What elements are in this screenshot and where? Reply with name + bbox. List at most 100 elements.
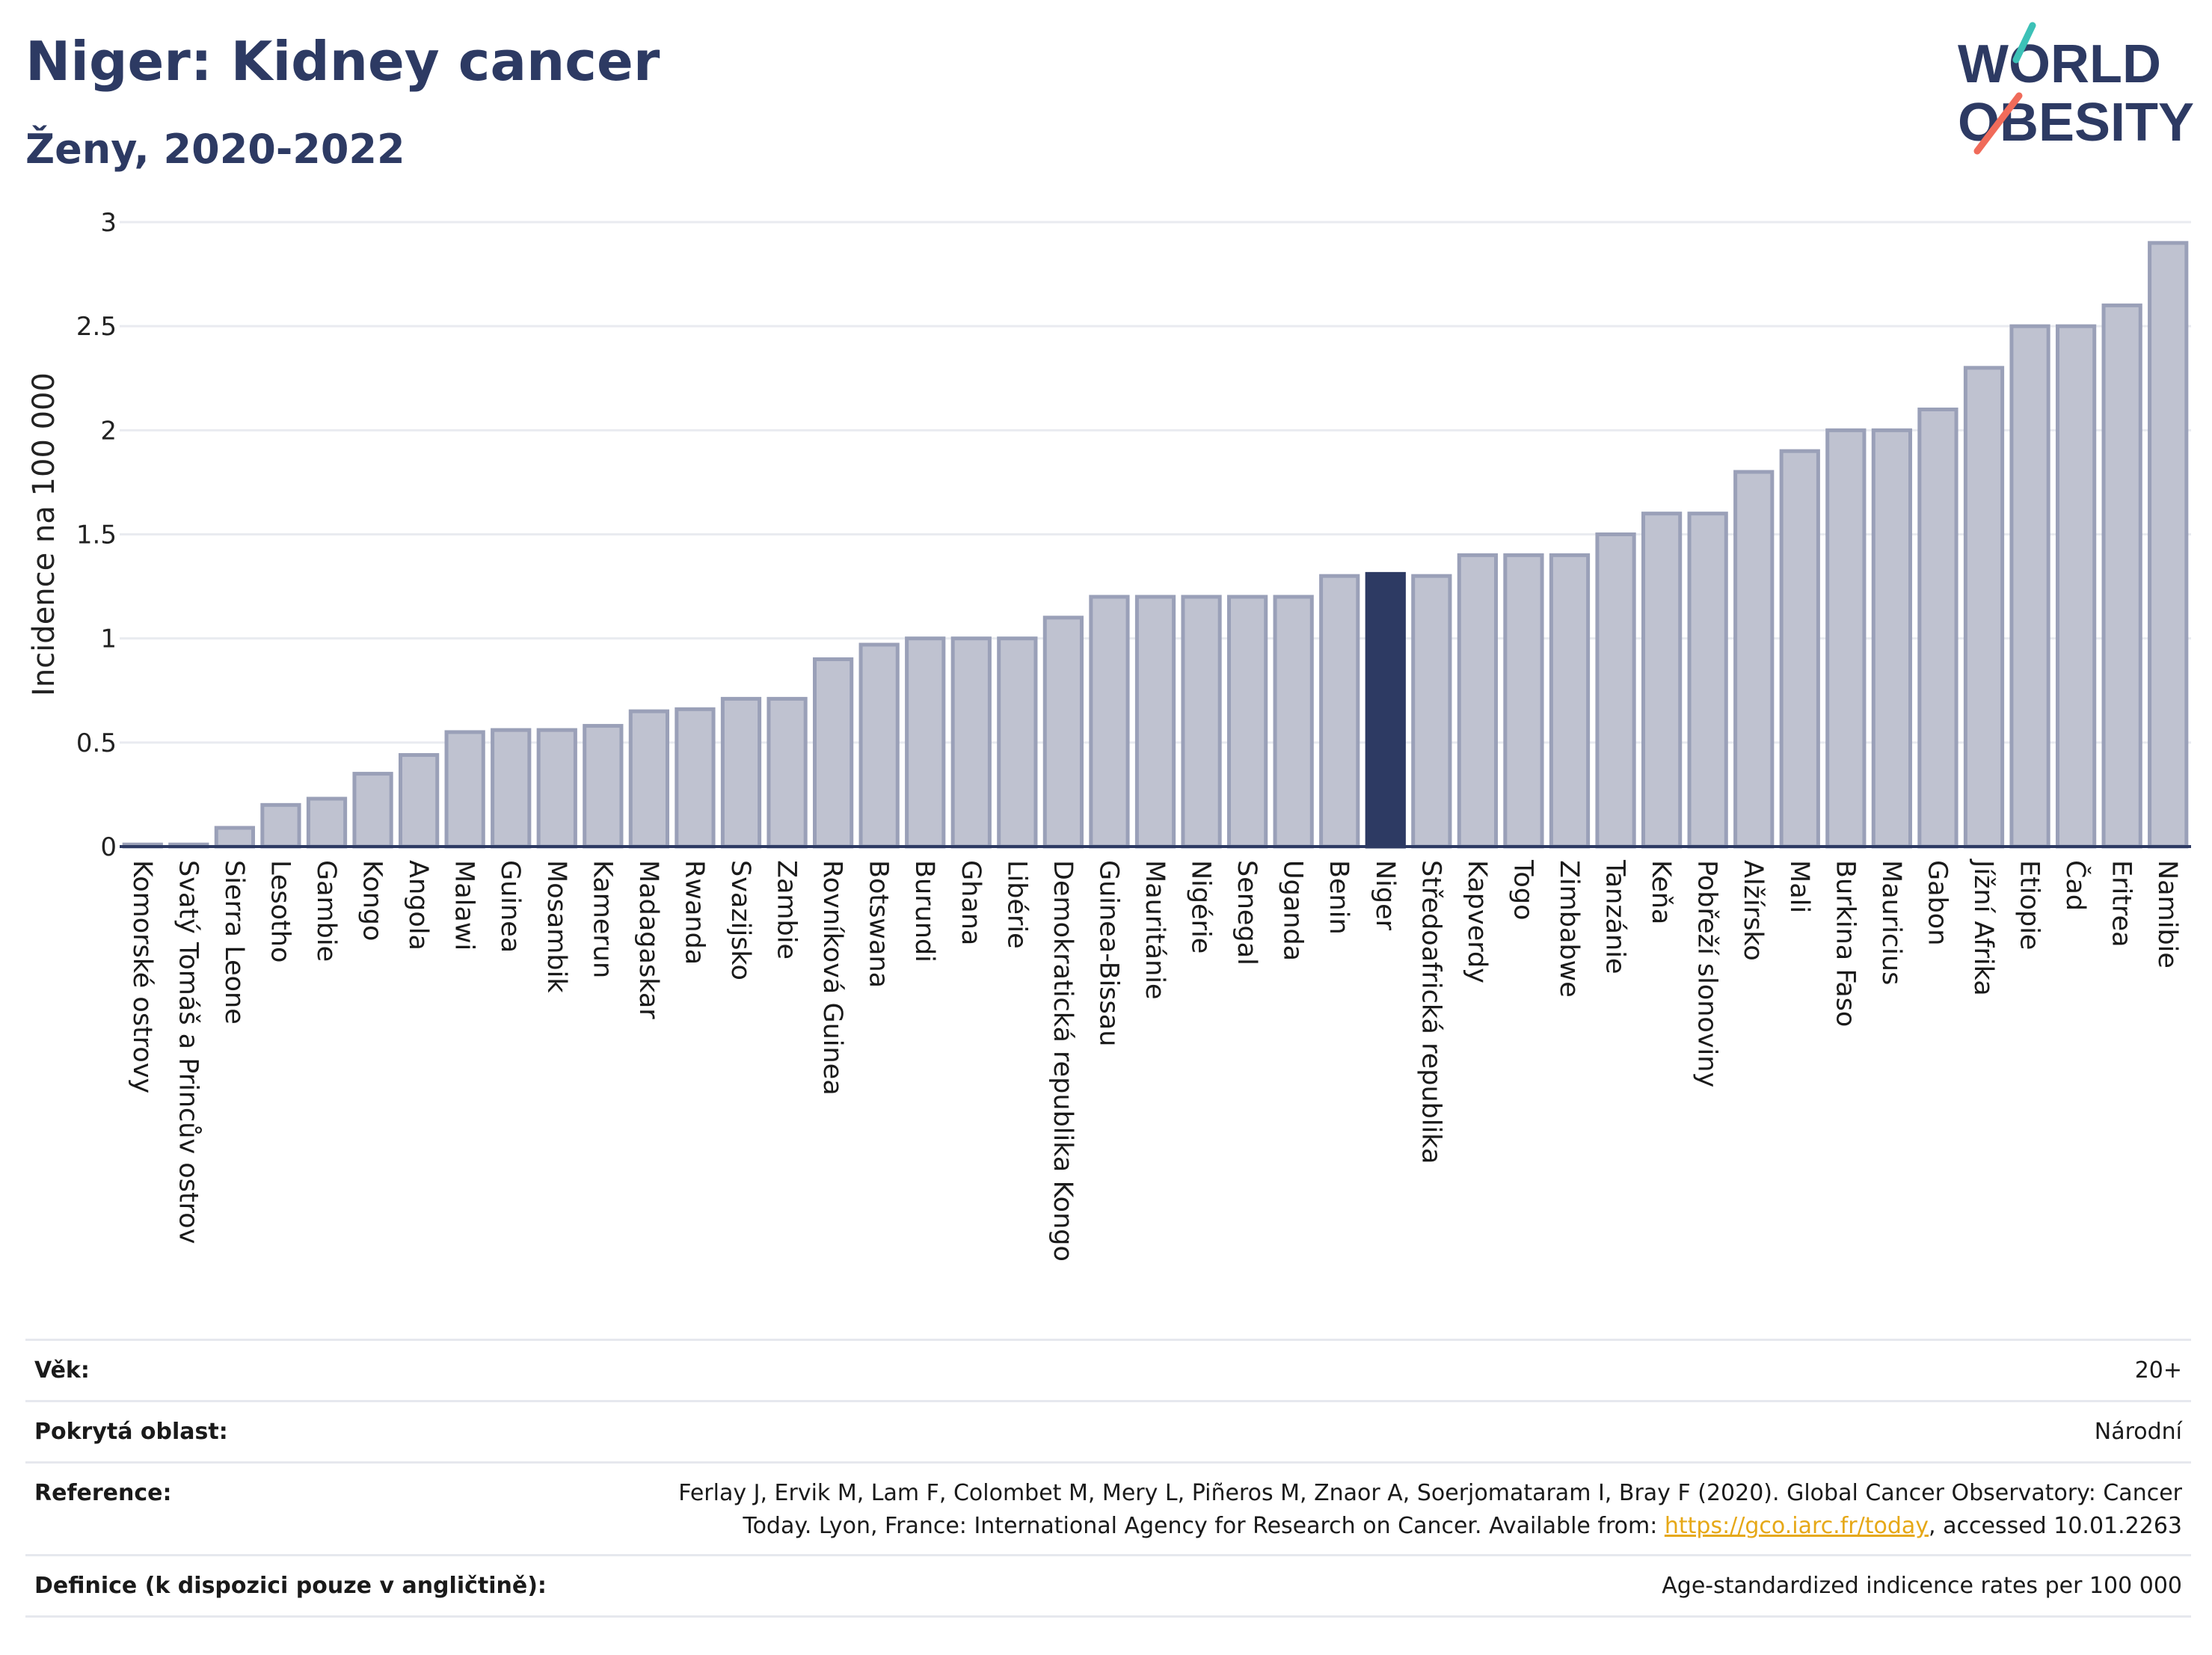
bar-37 bbox=[1825, 428, 1867, 849]
reference-line2-after: , accessed 10.01.2263 bbox=[1929, 1513, 2182, 1539]
x-tick-label: Namibie bbox=[2152, 860, 2182, 968]
chart-subtitle: Ženy, 2020-2022 bbox=[25, 126, 405, 173]
bar-4 bbox=[306, 796, 348, 849]
bar-23 bbox=[1181, 595, 1222, 849]
info-row-definition: Definice (k dispozici pouze v angličtině… bbox=[25, 1554, 2191, 1618]
x-tick-label: Eritrea bbox=[2107, 860, 2136, 948]
x-tick-label: Mosambik bbox=[541, 860, 571, 993]
x-tick-label: Svazijsko bbox=[725, 860, 755, 980]
bar-33 bbox=[1641, 512, 1683, 849]
x-tick-label: Malawi bbox=[449, 860, 479, 951]
bar-3 bbox=[260, 802, 301, 849]
bar-30 bbox=[1503, 553, 1544, 849]
x-tick-label: Středoafrická republika bbox=[1416, 860, 1446, 1164]
reference-link[interactable]: https://gco.iarc.fr/today bbox=[1664, 1513, 1929, 1539]
bar-44 bbox=[2148, 241, 2189, 849]
x-tick-label: Jížní Afrika bbox=[1968, 859, 1998, 996]
x-tick-label: Zimbabwe bbox=[1554, 860, 1584, 998]
bar-40 bbox=[1963, 366, 2005, 849]
x-tick-label: Ghana bbox=[956, 860, 986, 945]
bar-17 bbox=[905, 636, 946, 849]
x-tick-label: Etiopie bbox=[2015, 860, 2044, 950]
bar-12 bbox=[675, 707, 716, 849]
bar-34 bbox=[1687, 512, 1728, 849]
bar-8 bbox=[491, 728, 532, 849]
info-row-age: Věk: 20+ bbox=[25, 1339, 2191, 1401]
x-tick-label: Lesotho bbox=[265, 860, 295, 962]
bar-35 bbox=[1733, 470, 1775, 849]
world-obesity-logo: WORLD OBESITY bbox=[1958, 22, 2194, 155]
bar-41 bbox=[2009, 324, 2050, 849]
area-label: Pokrytá oblast: bbox=[25, 1400, 586, 1463]
x-tick-label: Rwanda bbox=[679, 860, 709, 965]
x-tick-label: Benin bbox=[1324, 860, 1354, 935]
bar-2 bbox=[214, 826, 256, 849]
bar-9 bbox=[536, 728, 577, 849]
bar-22 bbox=[1134, 595, 1176, 849]
bar-18 bbox=[950, 636, 992, 849]
bar-14 bbox=[766, 696, 808, 849]
bar-21 bbox=[1089, 595, 1130, 849]
y-tick-label: 1.5 bbox=[76, 521, 117, 550]
bar-31 bbox=[1549, 553, 1591, 849]
bar-19 bbox=[997, 636, 1038, 849]
x-tick-label: Alžírsko bbox=[1738, 860, 1768, 961]
bar-29 bbox=[1457, 553, 1499, 849]
x-tick-label: Burkina Faso bbox=[1830, 860, 1860, 1027]
info-table: Věk: 20+ Pokrytá oblast: Národní Referen… bbox=[25, 1339, 2191, 1618]
chart-title: Niger: Kidney cancer bbox=[25, 30, 660, 93]
bar-16 bbox=[858, 642, 900, 849]
x-tick-label: Madagaskar bbox=[633, 860, 663, 1019]
x-tick-label: Togo bbox=[1508, 859, 1537, 920]
y-tick-label: 0.5 bbox=[76, 728, 117, 758]
x-tick-label: Uganda bbox=[1278, 860, 1308, 961]
bar-20 bbox=[1042, 615, 1084, 849]
reference-line1: Ferlay J, Ervik M, Lam F, Colombet M, Me… bbox=[678, 1480, 2182, 1506]
logo-teal-stroke bbox=[2012, 22, 2036, 64]
info-row-reference: Reference: Ferlay J, Ervik M, Lam F, Col… bbox=[25, 1461, 2191, 1556]
y-tick-label: 0 bbox=[100, 832, 117, 862]
bar-11 bbox=[628, 709, 670, 849]
x-tick-label: Burundi bbox=[909, 860, 939, 962]
x-tick-label: Guinea-Bissau bbox=[1093, 860, 1123, 1046]
y-tick-label: 1 bbox=[100, 624, 117, 654]
bar-28 bbox=[1411, 574, 1452, 849]
bar-32 bbox=[1595, 532, 1636, 849]
age-label: Věk: bbox=[25, 1339, 586, 1401]
x-tick-label: Mali bbox=[1784, 860, 1814, 913]
logo-line1: WORLD bbox=[1958, 34, 2161, 94]
bar-25 bbox=[1273, 595, 1314, 849]
age-value: 20+ bbox=[585, 1339, 2191, 1401]
bar-10 bbox=[583, 724, 624, 849]
bar-26 bbox=[1319, 574, 1360, 849]
y-axis-title: Incidence na 100 000 bbox=[27, 372, 61, 696]
x-tick-label: Kongo bbox=[357, 860, 387, 941]
x-tick-label: Demokratická republika Kongo bbox=[1048, 860, 1078, 1262]
reference-line2: Today. Lyon, France: International Agenc… bbox=[594, 1510, 2182, 1543]
x-tick-label: Kapverdy bbox=[1462, 860, 1492, 983]
x-tick-label: Angola bbox=[403, 860, 433, 951]
x-tick-label: Botswana bbox=[864, 860, 894, 988]
x-tick-label: Nigérie bbox=[1186, 860, 1216, 954]
x-tick-label: Kamerun bbox=[587, 860, 617, 978]
x-tick-label: Pobřeží slonoviny bbox=[1692, 860, 1722, 1087]
bar-7 bbox=[444, 730, 485, 849]
bar-chart: 0 0.5 1 1.5 2 2.5 3 Incidence na 100 000 Komorsk… bbox=[27, 208, 2191, 1262]
x-tick-label: Sierra Leone bbox=[219, 860, 249, 1025]
bar-15 bbox=[812, 657, 854, 849]
x-tick-label: Zambie bbox=[772, 860, 802, 959]
bar-5 bbox=[352, 772, 393, 849]
logo-coral-stroke bbox=[1973, 92, 2023, 155]
x-tick-label: Niger bbox=[1370, 860, 1400, 931]
bar-39 bbox=[1917, 408, 1958, 849]
x-tick-label: Gabon bbox=[1922, 860, 1952, 945]
definition-value: Age-standardized indicence rates per 100… bbox=[585, 1554, 2191, 1618]
x-tick-label: Rovníková Guinea bbox=[817, 860, 847, 1096]
bar-24 bbox=[1226, 595, 1268, 849]
reference-label: Reference: bbox=[25, 1461, 586, 1556]
x-tick-label: Senegal bbox=[1232, 860, 1262, 965]
x-tick-label: Svatý Tomáš a Princův ostrov bbox=[173, 860, 203, 1244]
y-tick-label: 2.5 bbox=[76, 312, 117, 342]
x-tick-label: Mauricius bbox=[1876, 860, 1906, 985]
x-tick-label: Libérie bbox=[1001, 860, 1031, 949]
